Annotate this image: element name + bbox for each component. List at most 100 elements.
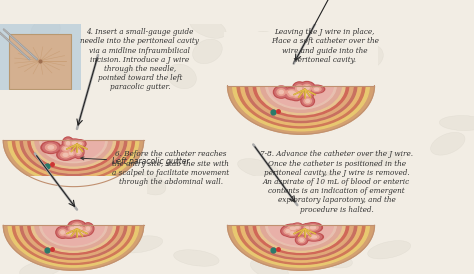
Ellipse shape [74, 224, 79, 228]
Ellipse shape [302, 89, 313, 98]
Ellipse shape [66, 224, 78, 233]
Ellipse shape [233, 40, 369, 131]
Ellipse shape [190, 16, 226, 38]
Ellipse shape [311, 236, 317, 238]
Ellipse shape [63, 137, 74, 149]
Text: 4. Insert a small-gauge guide
needle into the peritoneal cavity
via a midline in: 4. Insert a small-gauge guide needle int… [81, 28, 199, 91]
Ellipse shape [304, 98, 311, 104]
Ellipse shape [286, 229, 298, 236]
Ellipse shape [77, 150, 80, 154]
Ellipse shape [46, 144, 56, 151]
Ellipse shape [309, 85, 325, 93]
Ellipse shape [8, 184, 139, 267]
Ellipse shape [301, 229, 311, 235]
Ellipse shape [46, 215, 85, 235]
Ellipse shape [282, 227, 294, 235]
Ellipse shape [286, 90, 297, 94]
Ellipse shape [83, 231, 87, 233]
Ellipse shape [286, 230, 290, 232]
Ellipse shape [20, 105, 127, 176]
Ellipse shape [57, 228, 68, 237]
Ellipse shape [266, 204, 336, 247]
Ellipse shape [297, 226, 315, 237]
Ellipse shape [297, 236, 307, 244]
Ellipse shape [249, 51, 353, 120]
Ellipse shape [298, 87, 301, 90]
Ellipse shape [66, 139, 83, 147]
Ellipse shape [72, 142, 77, 144]
Ellipse shape [302, 224, 312, 232]
Ellipse shape [306, 227, 309, 229]
Ellipse shape [68, 226, 79, 231]
Ellipse shape [66, 232, 72, 235]
Ellipse shape [292, 223, 303, 231]
Ellipse shape [233, 184, 369, 267]
Ellipse shape [301, 224, 313, 233]
Ellipse shape [59, 229, 79, 238]
Ellipse shape [306, 99, 310, 102]
Ellipse shape [285, 225, 301, 232]
FancyBboxPatch shape [224, 32, 378, 85]
Ellipse shape [281, 88, 301, 96]
Ellipse shape [304, 226, 310, 231]
Ellipse shape [228, 37, 374, 134]
Ellipse shape [31, 18, 60, 43]
Ellipse shape [28, 119, 61, 142]
Ellipse shape [237, 159, 279, 178]
Ellipse shape [74, 147, 83, 157]
Ellipse shape [302, 84, 311, 91]
Ellipse shape [59, 229, 66, 236]
Ellipse shape [74, 231, 85, 235]
Ellipse shape [283, 87, 301, 100]
Ellipse shape [65, 148, 77, 158]
Ellipse shape [299, 227, 313, 236]
Ellipse shape [69, 226, 75, 231]
Ellipse shape [28, 110, 119, 170]
Ellipse shape [294, 83, 305, 94]
Ellipse shape [72, 230, 87, 236]
Ellipse shape [73, 143, 77, 145]
Ellipse shape [12, 100, 135, 181]
Ellipse shape [275, 87, 288, 97]
Ellipse shape [279, 90, 283, 94]
FancyBboxPatch shape [0, 90, 147, 141]
Ellipse shape [355, 44, 383, 69]
Ellipse shape [285, 88, 300, 99]
Text: Left paracolic gutter: Left paracolic gutter [81, 157, 190, 167]
Ellipse shape [67, 225, 80, 232]
Ellipse shape [78, 143, 82, 145]
FancyBboxPatch shape [38, 117, 109, 141]
Ellipse shape [110, 68, 140, 93]
Ellipse shape [167, 64, 196, 89]
Ellipse shape [289, 91, 294, 93]
Ellipse shape [292, 224, 302, 230]
Ellipse shape [72, 225, 88, 232]
Ellipse shape [305, 86, 309, 89]
Ellipse shape [309, 235, 319, 239]
Ellipse shape [78, 228, 82, 230]
Ellipse shape [312, 87, 321, 91]
Ellipse shape [296, 226, 299, 228]
Ellipse shape [31, 198, 116, 252]
Ellipse shape [294, 225, 301, 229]
Ellipse shape [294, 92, 298, 96]
Ellipse shape [287, 226, 299, 231]
Ellipse shape [70, 141, 81, 148]
Ellipse shape [86, 227, 90, 230]
Ellipse shape [249, 193, 353, 257]
Ellipse shape [82, 223, 94, 235]
Ellipse shape [61, 230, 77, 237]
Ellipse shape [245, 191, 357, 259]
FancyBboxPatch shape [0, 19, 81, 94]
Ellipse shape [253, 31, 286, 55]
Ellipse shape [302, 96, 313, 105]
Ellipse shape [73, 140, 86, 148]
Ellipse shape [237, 43, 365, 128]
Ellipse shape [290, 232, 294, 234]
Ellipse shape [300, 239, 303, 241]
Ellipse shape [118, 236, 163, 253]
Ellipse shape [285, 229, 299, 237]
Ellipse shape [57, 149, 74, 160]
Ellipse shape [237, 186, 365, 264]
Ellipse shape [68, 140, 81, 146]
